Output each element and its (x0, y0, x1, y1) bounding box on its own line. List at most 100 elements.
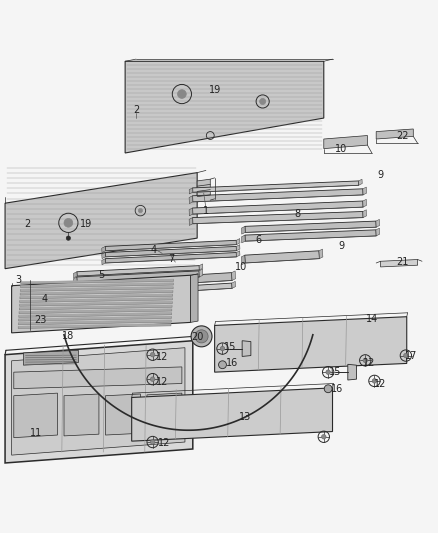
Text: 4: 4 (41, 294, 47, 304)
Circle shape (191, 326, 212, 347)
Circle shape (220, 346, 225, 351)
Text: 12: 12 (156, 352, 169, 362)
Polygon shape (245, 251, 319, 263)
Polygon shape (189, 217, 193, 225)
Polygon shape (376, 129, 413, 139)
Circle shape (177, 90, 186, 99)
Polygon shape (241, 227, 245, 234)
Text: 16: 16 (331, 384, 343, 394)
Polygon shape (324, 135, 367, 149)
Polygon shape (241, 235, 245, 243)
Text: 16: 16 (226, 358, 238, 368)
Polygon shape (236, 239, 240, 245)
Polygon shape (105, 246, 237, 257)
Polygon shape (236, 251, 240, 257)
Polygon shape (31, 272, 232, 293)
Polygon shape (73, 277, 77, 285)
Polygon shape (5, 341, 193, 463)
Ellipse shape (344, 335, 366, 345)
Polygon shape (21, 283, 173, 288)
Polygon shape (236, 245, 240, 251)
Polygon shape (197, 179, 210, 202)
Text: 3: 3 (15, 276, 21, 286)
Polygon shape (5, 173, 197, 269)
Circle shape (138, 208, 143, 213)
Polygon shape (189, 188, 193, 194)
Polygon shape (18, 320, 171, 325)
Text: 17: 17 (405, 351, 417, 361)
Polygon shape (232, 281, 236, 288)
Circle shape (324, 385, 332, 393)
Circle shape (150, 440, 155, 445)
Circle shape (403, 353, 408, 358)
Polygon shape (31, 283, 232, 301)
Circle shape (66, 236, 71, 240)
Text: 1: 1 (203, 206, 209, 216)
Circle shape (321, 434, 326, 439)
Circle shape (150, 377, 155, 382)
Polygon shape (381, 260, 418, 267)
Circle shape (326, 370, 330, 374)
Polygon shape (102, 246, 106, 253)
Polygon shape (348, 364, 357, 380)
Polygon shape (21, 279, 173, 284)
Polygon shape (105, 253, 237, 263)
Polygon shape (132, 388, 332, 441)
Polygon shape (20, 287, 173, 292)
Polygon shape (193, 201, 363, 214)
Text: 14: 14 (366, 314, 378, 324)
Polygon shape (18, 324, 171, 328)
Polygon shape (20, 298, 173, 303)
Polygon shape (193, 212, 363, 224)
Polygon shape (215, 317, 407, 372)
Polygon shape (102, 259, 106, 265)
Text: 2: 2 (24, 219, 30, 229)
Circle shape (150, 352, 155, 357)
Polygon shape (359, 179, 362, 185)
Polygon shape (77, 265, 199, 276)
Polygon shape (18, 316, 171, 321)
Polygon shape (19, 309, 172, 313)
Circle shape (195, 330, 208, 343)
Polygon shape (376, 228, 380, 236)
Polygon shape (363, 210, 367, 217)
Text: 12: 12 (158, 438, 171, 448)
Text: 19: 19 (80, 219, 92, 229)
Polygon shape (245, 230, 376, 241)
Text: 13: 13 (239, 412, 251, 422)
Circle shape (219, 361, 226, 369)
Polygon shape (64, 394, 99, 436)
Text: 11: 11 (29, 429, 42, 438)
Polygon shape (241, 255, 245, 265)
Text: 18: 18 (62, 332, 74, 341)
Text: 12: 12 (374, 378, 387, 389)
Text: 12: 12 (156, 377, 169, 387)
Polygon shape (27, 285, 31, 294)
Polygon shape (19, 312, 172, 317)
Polygon shape (191, 274, 198, 322)
Polygon shape (77, 271, 199, 283)
Polygon shape (193, 181, 359, 192)
Polygon shape (19, 305, 172, 310)
Polygon shape (232, 271, 236, 280)
Polygon shape (74, 272, 77, 278)
Circle shape (372, 378, 377, 383)
Polygon shape (125, 61, 324, 153)
Text: 4: 4 (150, 245, 156, 255)
Text: 20: 20 (191, 332, 203, 342)
Text: 7: 7 (168, 254, 174, 264)
Text: 21: 21 (396, 257, 409, 267)
Text: 9: 9 (338, 240, 344, 251)
Polygon shape (199, 269, 203, 277)
Polygon shape (319, 249, 323, 259)
Circle shape (64, 219, 73, 227)
Polygon shape (28, 295, 31, 302)
Ellipse shape (257, 340, 279, 349)
Polygon shape (12, 348, 185, 455)
Text: 9: 9 (378, 170, 384, 180)
Polygon shape (19, 302, 172, 306)
Text: 6: 6 (255, 235, 261, 245)
Polygon shape (106, 394, 141, 435)
Ellipse shape (233, 408, 257, 419)
Polygon shape (245, 221, 376, 232)
